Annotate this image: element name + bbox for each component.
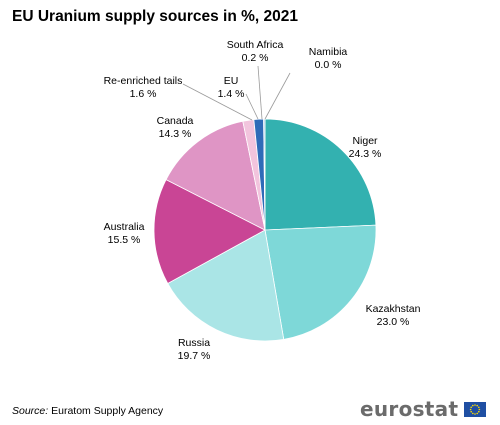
slice-value-niger: 24.3 % <box>349 148 382 160</box>
slice-value-re-enriched-tails: 1.6 % <box>130 88 157 100</box>
slice-label-eu: EU <box>224 75 239 87</box>
pie-slice-south-africa <box>263 118 266 231</box>
slice-value-south-africa: 0.2 % <box>242 52 269 64</box>
slice-label-namibia: Namibia <box>309 46 348 58</box>
source-key: Source: <box>12 405 49 417</box>
leader-line-re-enriched-tails <box>182 83 253 121</box>
slice-value-australia: 15.5 % <box>108 234 141 246</box>
slice-label-re-enriched-tails: Re-enriched tails <box>104 75 183 87</box>
eurostat-logo: eurostat <box>360 397 487 421</box>
pie-slice-russia <box>167 229 285 342</box>
pie-slice-niger <box>264 118 377 231</box>
slice-value-russia: 19.7 % <box>178 350 211 362</box>
slice-label-niger: Niger <box>352 135 378 147</box>
leader-line-namibia <box>264 72 291 120</box>
eu-flag-icon <box>464 401 487 417</box>
source-text: Euratom Supply Agency <box>51 405 164 417</box>
pie-slice-kazakhstan <box>264 224 377 340</box>
slice-label-australia: Australia <box>104 221 145 233</box>
slice-value-eu: 1.4 % <box>218 88 245 100</box>
pie-slice-canada <box>165 120 266 231</box>
source-note: Source: Euratom Supply Agency <box>12 405 163 417</box>
pie-slice-australia <box>153 179 266 285</box>
slice-value-canada: 14.3 % <box>159 128 192 140</box>
chart-title: EU Uranium supply sources in %, 2021 <box>12 8 298 25</box>
leader-line-eu <box>245 93 259 120</box>
logo-text: eurostat <box>360 397 459 421</box>
leader-line-south-africa <box>257 65 263 120</box>
slice-label-kazakhstan: Kazakhstan <box>366 303 421 315</box>
slice-value-kazakhstan: 23.0 % <box>377 316 410 328</box>
slice-label-south-africa: South Africa <box>227 39 284 51</box>
slice-label-canada: Canada <box>157 115 194 127</box>
slice-label-russia: Russia <box>178 337 210 349</box>
slice-value-namibia: 0.0 % <box>315 59 342 71</box>
